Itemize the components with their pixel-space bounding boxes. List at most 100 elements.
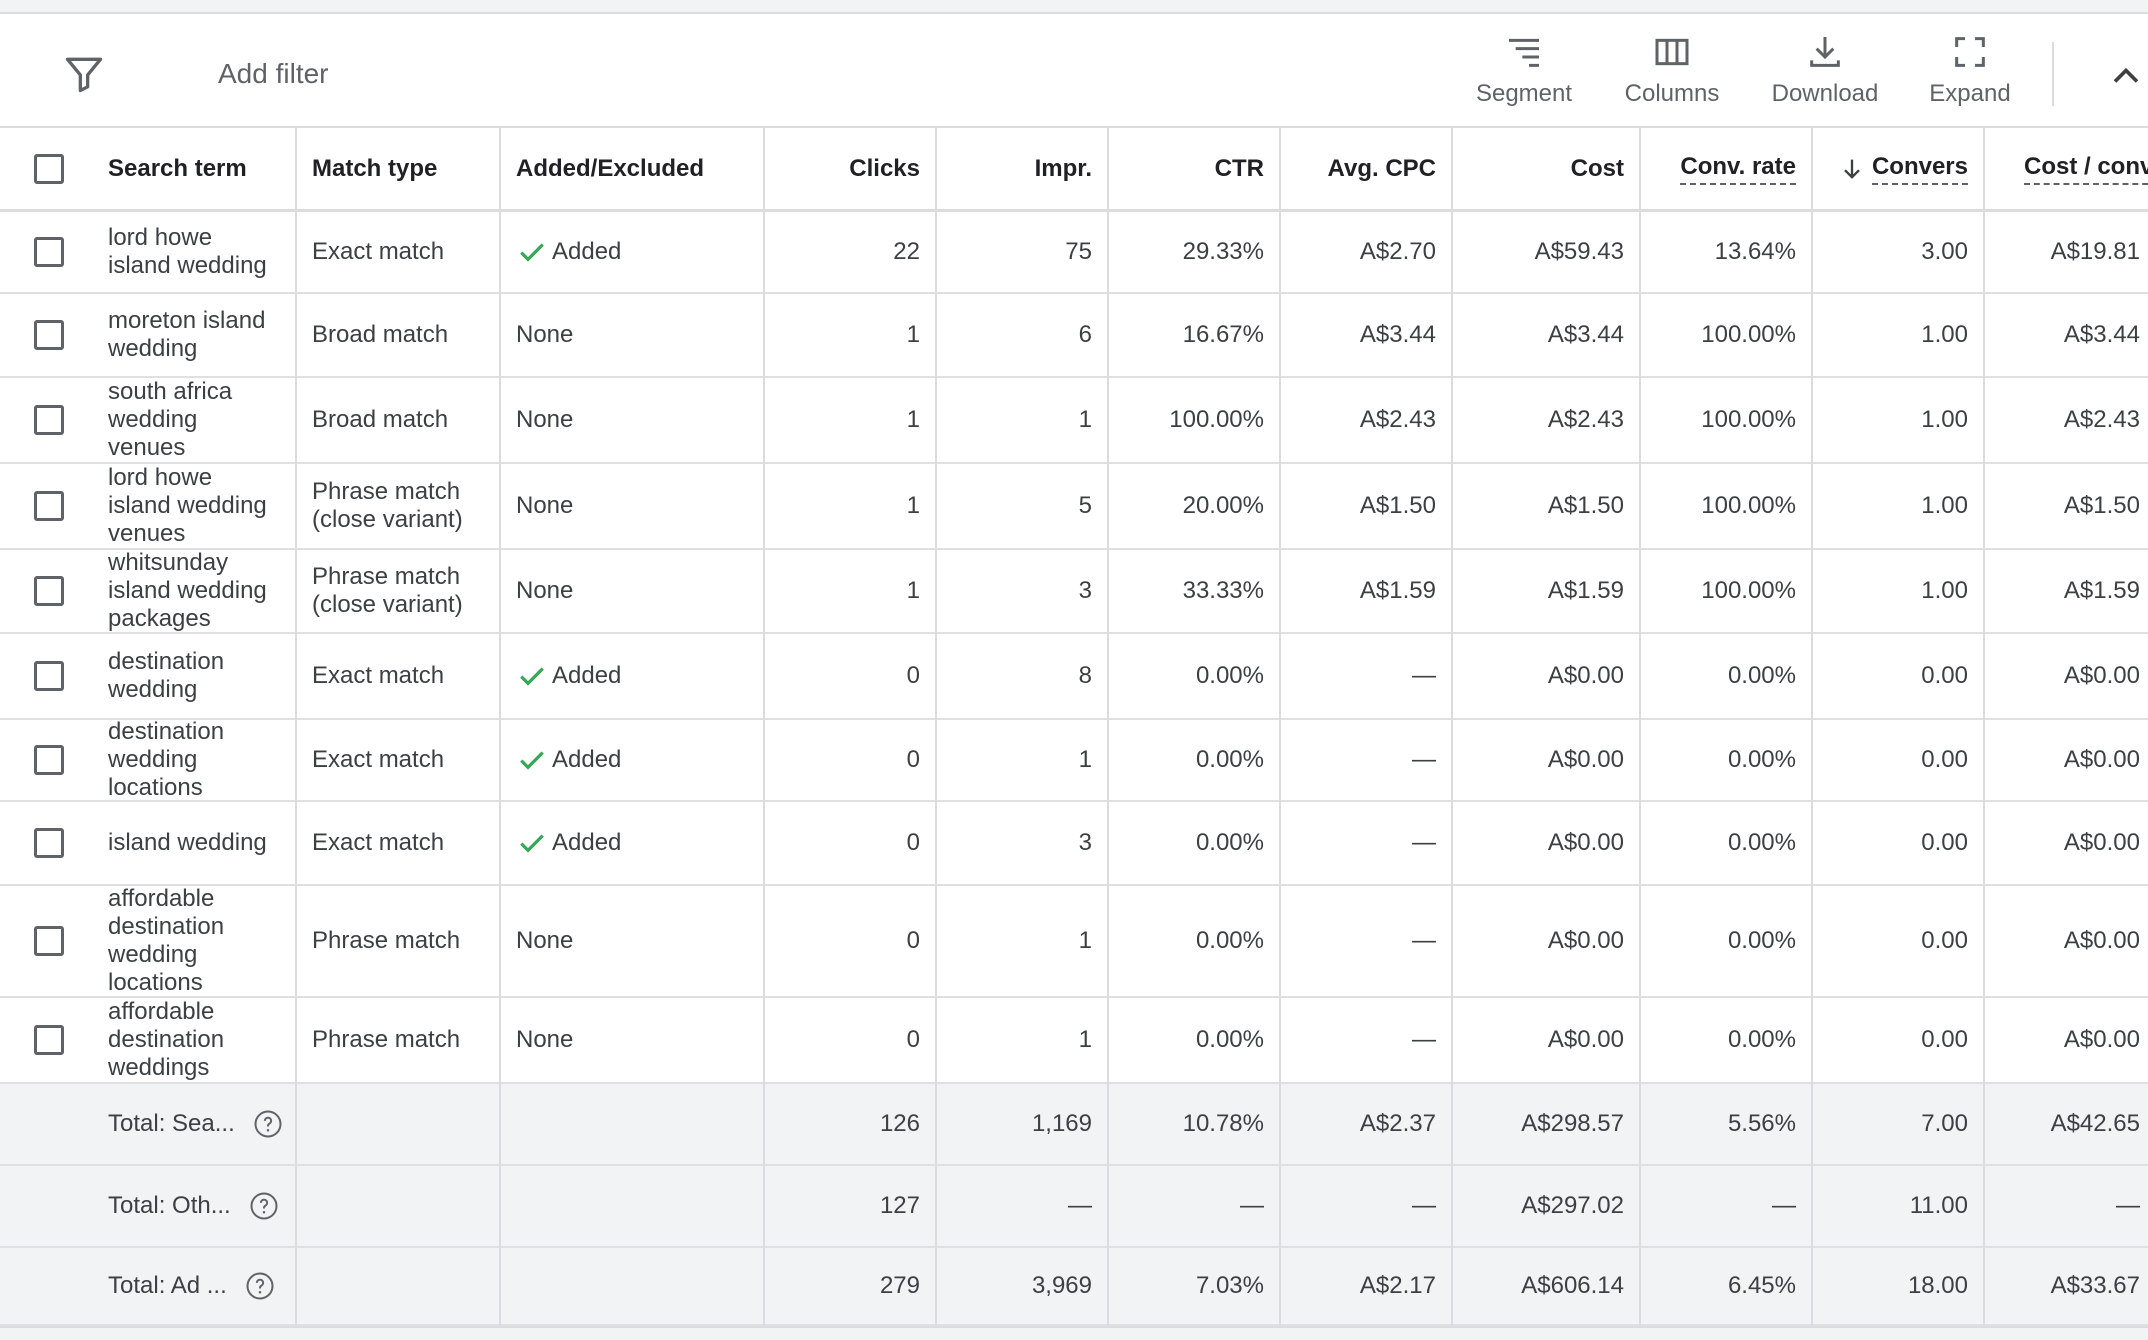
checkmark-icon — [520, 834, 544, 853]
column-header-label: Search term — [108, 154, 247, 182]
avg-cpc-value: A$3.44 — [1280, 294, 1452, 376]
impressions-value: 8 — [936, 634, 1108, 718]
column-divider — [1279, 128, 1281, 1326]
impressions-value-text: 1 — [1078, 406, 1092, 433]
ctr-value-text: 0.00% — [1195, 927, 1264, 954]
bottom-scroll-strip — [0, 1326, 2148, 1340]
total-conv-rate-value-text: 5.56% — [1727, 1110, 1796, 1137]
total-label: Total: Oth... — [92, 1166, 296, 1246]
column-header-cost-per-conv[interactable]: Cost / conv. — [1984, 128, 2148, 209]
impressions-value-text: 3 — [1078, 577, 1092, 604]
chevron-up-icon[interactable] — [2104, 54, 2148, 98]
match-type-text: Phrase match (close variant) — [312, 478, 463, 533]
total-cost-per-conv-value: A$42.65 — [1984, 1084, 2148, 1164]
avg-cpc-value-text: A$3.44 — [1359, 321, 1436, 348]
search-term: lord howe island wedding venues — [92, 464, 296, 548]
column-header-label: Match type — [312, 154, 438, 182]
column-header-cost[interactable]: Cost — [1452, 128, 1640, 209]
conversions-value-text: 1.00 — [1921, 492, 1968, 519]
download-button[interactable]: Download — [1768, 32, 1882, 108]
total-impressions-value-text: — — [1068, 1192, 1092, 1219]
total-impressions-value-text: 3,969 — [1031, 1272, 1092, 1299]
column-header-avg-cpc[interactable]: Avg. CPC — [1280, 128, 1452, 209]
expand-button[interactable]: Expand — [1924, 32, 2016, 108]
cost-per-conv-value-text: A$19.81 — [2050, 238, 2140, 265]
column-header-impr[interactable]: Impr. — [936, 128, 1108, 209]
conversions-value: 1.00 — [1812, 464, 1984, 548]
row-checkbox[interactable] — [34, 926, 64, 956]
column-header-search-term[interactable]: Search term — [92, 128, 296, 209]
column-header-label: Added/Excluded — [516, 154, 705, 182]
total-row: Total: Oth... 127 — — — A$297.02 — 11.00 — — [0, 1166, 2148, 1248]
total-conv-rate-value-text: — — [1772, 1192, 1796, 1219]
segment-icon — [1509, 38, 1539, 67]
total-conversions-value: 18.00 — [1812, 1248, 1984, 1324]
row-checkbox[interactable] — [34, 661, 64, 691]
clicks-value-text: 1 — [906, 321, 920, 348]
row-checkbox-cell — [34, 634, 94, 718]
conv-rate-value-text: 100.00% — [1701, 492, 1796, 519]
row-checkbox[interactable] — [34, 237, 64, 267]
total-cost-value-text: A$606.14 — [1521, 1272, 1624, 1299]
search-term: island wedding — [92, 802, 296, 884]
cost-value-text: A$1.50 — [1547, 492, 1624, 519]
total-label: Total: Ad ... — [92, 1248, 296, 1324]
column-divider — [1983, 128, 1985, 1326]
conv-rate-value: 0.00% — [1640, 720, 1812, 800]
column-header-ctr[interactable]: CTR — [1108, 128, 1280, 209]
table-row: lord howe island wedding venues Phrase ma… — [0, 464, 2148, 550]
conv-rate-value-text: 100.00% — [1701, 406, 1796, 433]
column-header-clicks[interactable]: Clicks — [764, 128, 936, 209]
row-checkbox[interactable] — [34, 405, 64, 435]
conversions-value: 0.00 — [1812, 886, 1984, 996]
help-icon[interactable] — [249, 1191, 279, 1221]
total-impressions-value: — — [936, 1166, 1108, 1246]
match-type-text: Phrase match (close variant) — [312, 563, 463, 618]
conversions-value-text: 0.00 — [1921, 746, 1968, 773]
expand-label: Expand — [1929, 80, 2011, 107]
cost-per-conv-value: A$1.50 — [1984, 464, 2148, 548]
column-header-added-excluded[interactable]: Added/Excluded — [500, 128, 764, 209]
column-header-match-type[interactable]: Match type — [296, 128, 500, 209]
cost-per-conv-value: A$1.59 — [1984, 550, 2148, 632]
row-checkbox[interactable] — [34, 320, 64, 350]
search-term-text: lord howe island wedding — [108, 224, 267, 279]
total-cost-per-conv-value: A$33.67 — [1984, 1248, 2148, 1324]
help-icon[interactable] — [253, 1109, 283, 1139]
column-header-conversions[interactable]: Convers — [1812, 128, 1984, 209]
ctr-value: 0.00% — [1108, 802, 1280, 884]
ctr-value: 0.00% — [1108, 998, 1280, 1082]
cost-per-conv-value-text: A$3.44 — [2063, 321, 2140, 348]
column-divider — [763, 128, 765, 1326]
help-icon[interactable] — [245, 1271, 275, 1301]
columns-button[interactable]: Columns — [1620, 32, 1724, 108]
row-checkbox[interactable] — [34, 491, 64, 521]
sort-descending-icon[interactable] — [1838, 155, 1866, 183]
segment-button[interactable]: Segment — [1472, 32, 1576, 108]
conv-rate-value: 0.00% — [1640, 802, 1812, 884]
row-checkbox[interactable] — [34, 576, 64, 606]
row-checkbox[interactable] — [34, 1025, 64, 1055]
row-checkbox[interactable] — [34, 745, 64, 775]
added-excluded-status: None — [500, 378, 764, 462]
total-label-text: Total: Sea... — [108, 1110, 235, 1137]
avg-cpc-value-text: A$1.50 — [1359, 492, 1436, 519]
total-clicks-value: 127 — [764, 1166, 936, 1246]
search-term-text: south africa wedding venues — [108, 378, 233, 461]
select-all-checkbox[interactable] — [34, 153, 64, 184]
row-checkbox-cell — [34, 886, 94, 996]
ctr-value: 33.33% — [1108, 550, 1280, 632]
impressions-value: 1 — [936, 720, 1108, 800]
add-filter-button[interactable]: Add filter — [218, 58, 329, 89]
added-excluded-status: None — [500, 998, 764, 1082]
total-ctr-value-text: 7.03% — [1195, 1272, 1264, 1299]
column-header-conv-rate[interactable]: Conv. rate — [1640, 128, 1812, 209]
clicks-value: 0 — [764, 886, 936, 996]
total-conversions-value-text: 7.00 — [1921, 1110, 1968, 1137]
ctr-value-text: 0.00% — [1195, 829, 1264, 856]
conversions-value-text: 1.00 — [1921, 577, 1968, 604]
added-excluded-status: Added — [500, 212, 764, 292]
row-checkbox[interactable] — [34, 828, 64, 858]
conversions-value-text: 0.00 — [1921, 829, 1968, 856]
filter-icon[interactable] — [62, 52, 106, 96]
